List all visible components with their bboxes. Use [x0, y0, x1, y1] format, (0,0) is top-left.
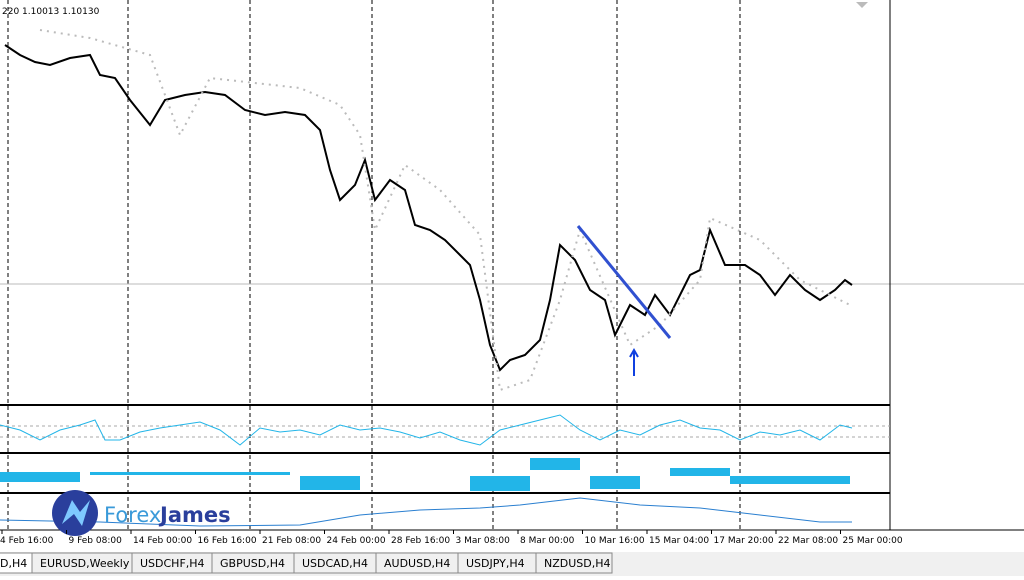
- tab-label[interactable]: USDCAD,H4: [302, 557, 368, 570]
- x-tick-label: 15 Mar 04:00: [649, 536, 709, 546]
- histogram: [0, 458, 850, 491]
- shift-marker: [856, 2, 868, 8]
- indicator-line: [0, 497, 852, 527]
- x-tick-label: 25 Mar 00:00: [843, 536, 903, 546]
- tab[interactable]: [535, 552, 613, 574]
- tab-label[interactable]: GBPUSD,H4: [220, 557, 285, 570]
- x-tick-label: 16 Feb 16:00: [198, 536, 257, 546]
- logo-second: James: [158, 503, 231, 527]
- x-tick-label: 22 Mar 08:00: [778, 536, 838, 546]
- x-tick-label: 21 Feb 08:00: [262, 536, 321, 546]
- x-tick-label: 8 Mar 00:00: [520, 536, 575, 546]
- price-line: [4, 44, 853, 372]
- tab-label[interactable]: D,H4: [0, 557, 27, 570]
- logo-first: Forex: [104, 503, 161, 527]
- x-tick-label: 4 Feb 16:00: [0, 536, 54, 546]
- x-tick-label: 24 Feb 00:00: [327, 536, 386, 546]
- oscillator-line: [0, 414, 853, 446]
- trend-line: [576, 225, 672, 339]
- tabs: D,H4 EURUSD,Weekly USDCHF,H4 GBPUSD,H4 USDCA…: [0, 552, 613, 574]
- x-tick-label: 3 Mar 08:00: [456, 536, 511, 546]
- quote: 220 1.10013 1.10130: [2, 7, 100, 17]
- tab-label[interactable]: EURUSD,Weekly: [40, 557, 130, 570]
- arrow: [629, 347, 639, 376]
- x-tick-label: 14 Feb 00:00: [133, 536, 192, 546]
- tab-label[interactable]: AUDUSD,H4: [384, 557, 450, 570]
- tab-label[interactable]: NZDUSD,H4: [544, 557, 611, 570]
- tab-label[interactable]: USDCHF,H4: [140, 557, 205, 570]
- x-tick-label: 28 Feb 16:00: [391, 536, 450, 546]
- logo: Forex James: [52, 490, 231, 536]
- x-tick-label: 9 Feb 08:00: [69, 536, 123, 546]
- x-tick-label: 10 Mar 16:00: [585, 536, 645, 546]
- tab-label[interactable]: USDJPY,H4: [466, 557, 525, 570]
- x-axis: 4 Feb 16:00 9 Feb 08:00 14 Feb 00:00 16 Feb…: [0, 530, 903, 546]
- x-tick-label: 17 Mar 20:00: [714, 536, 774, 546]
